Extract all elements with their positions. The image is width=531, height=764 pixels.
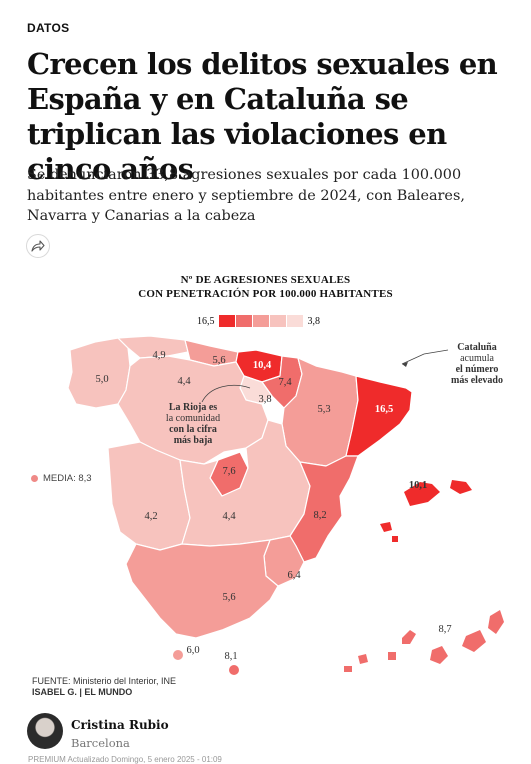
label-pais-vasco: 10,4 <box>253 360 272 371</box>
legend-swatch-2 <box>235 315 252 327</box>
share-button[interactable] <box>26 234 50 258</box>
legend-swatch-5 <box>286 315 303 327</box>
spain-choropleth-map: 5,0 4,9 5,6 10,4 7,4 3,8 5,3 16,5 4,4 7,… <box>67 335 504 675</box>
label-ceuta: 6,0 <box>186 645 199 656</box>
author-name[interactable]: Cristina Rubio <box>71 718 169 732</box>
annotation-rioja-2: la comunidad <box>166 413 220 424</box>
chart-title-line1: Nº DE AGRESIONES SEXUALES <box>180 274 351 286</box>
label-madrid: 7,6 <box>222 466 235 477</box>
region-andalucia[interactable] <box>125 539 279 639</box>
chart-title-line2: CON PENETRACIÓN POR 100.000 HABITANTES <box>138 288 393 300</box>
arrow-head-cataluna <box>402 362 408 367</box>
article-meta: PREMIUM Actualizado Domingo, 5 enero 202… <box>28 755 222 764</box>
legend-max: 16,5 <box>197 315 215 327</box>
share-arrow-icon <box>31 240 45 252</box>
label-aragon: 5,3 <box>317 404 330 415</box>
author-city: Barcelona <box>71 736 130 750</box>
section-label[interactable]: DATOS <box>27 21 70 35</box>
region-cataluna[interactable] <box>345 375 413 457</box>
annotation-rioja-1: La Rioja es <box>169 402 217 413</box>
annotation-line-rioja <box>201 385 251 403</box>
subtitle: Se denunciaron 33,8 agresiones sexuales … <box>27 167 465 224</box>
label-castilla-leon: 4,4 <box>177 376 191 387</box>
legend-swatch-3 <box>252 315 269 327</box>
source-block: FUENTE: Ministerio del Interior, INE ISA… <box>32 676 176 698</box>
region-valenciana[interactable] <box>289 455 359 563</box>
annotation-cataluna-1: Cataluña <box>457 342 496 353</box>
label-melilla: 8,1 <box>224 651 237 662</box>
annotation-cataluna-4: más elevado <box>451 375 503 386</box>
annotation-line-cataluna <box>401 349 449 365</box>
annotation-rioja-4: más baja <box>174 435 213 446</box>
label-castilla-la-mancha: 4,4 <box>222 511 236 522</box>
label-extremadura: 4,2 <box>144 511 157 522</box>
region-canarias[interactable] <box>344 610 504 672</box>
author-avatar[interactable] <box>27 713 63 749</box>
label-canarias: 8,7 <box>438 624 451 635</box>
annotation-cataluna-3: el número <box>456 364 499 375</box>
annotation-cataluna-2: acumula <box>460 353 494 364</box>
region-asturias[interactable] <box>117 335 189 359</box>
label-asturias: 4,9 <box>152 350 165 361</box>
label-andalucia: 5,6 <box>222 592 235 603</box>
label-baleares: 10,1 <box>409 480 427 491</box>
average-label: MEDIA: 8,3 <box>43 473 92 484</box>
legend-min: 3,8 <box>307 315 321 327</box>
color-legend: 16,5 3,8 <box>197 315 320 327</box>
legend-swatch-4 <box>269 315 286 327</box>
region-ceuta[interactable] <box>173 650 183 660</box>
source-text: FUENTE: Ministerio del Interior, INE <box>32 676 177 686</box>
label-murcia: 6,4 <box>287 570 301 581</box>
average-marker: MEDIA: 8,3 <box>31 473 92 484</box>
label-navarra: 7,4 <box>278 377 292 388</box>
legend-swatch-1 <box>218 315 235 327</box>
label-valenciana: 8,2 <box>313 510 326 521</box>
average-dot <box>31 475 38 482</box>
credit-text: ISABEL G. | EL MUNDO <box>32 687 133 697</box>
region-baleares[interactable] <box>380 480 472 542</box>
label-galicia: 5,0 <box>95 374 108 385</box>
label-cataluna: 16,5 <box>375 404 393 415</box>
region-galicia[interactable] <box>67 337 131 409</box>
headline: Crecen los delitos sexuales en España y … <box>27 47 498 186</box>
label-la-rioja: 3,8 <box>258 394 271 405</box>
label-cantabria: 5,6 <box>212 355 225 366</box>
region-melilla[interactable] <box>229 665 239 675</box>
annotation-rioja-3: con la cifra <box>169 424 217 435</box>
